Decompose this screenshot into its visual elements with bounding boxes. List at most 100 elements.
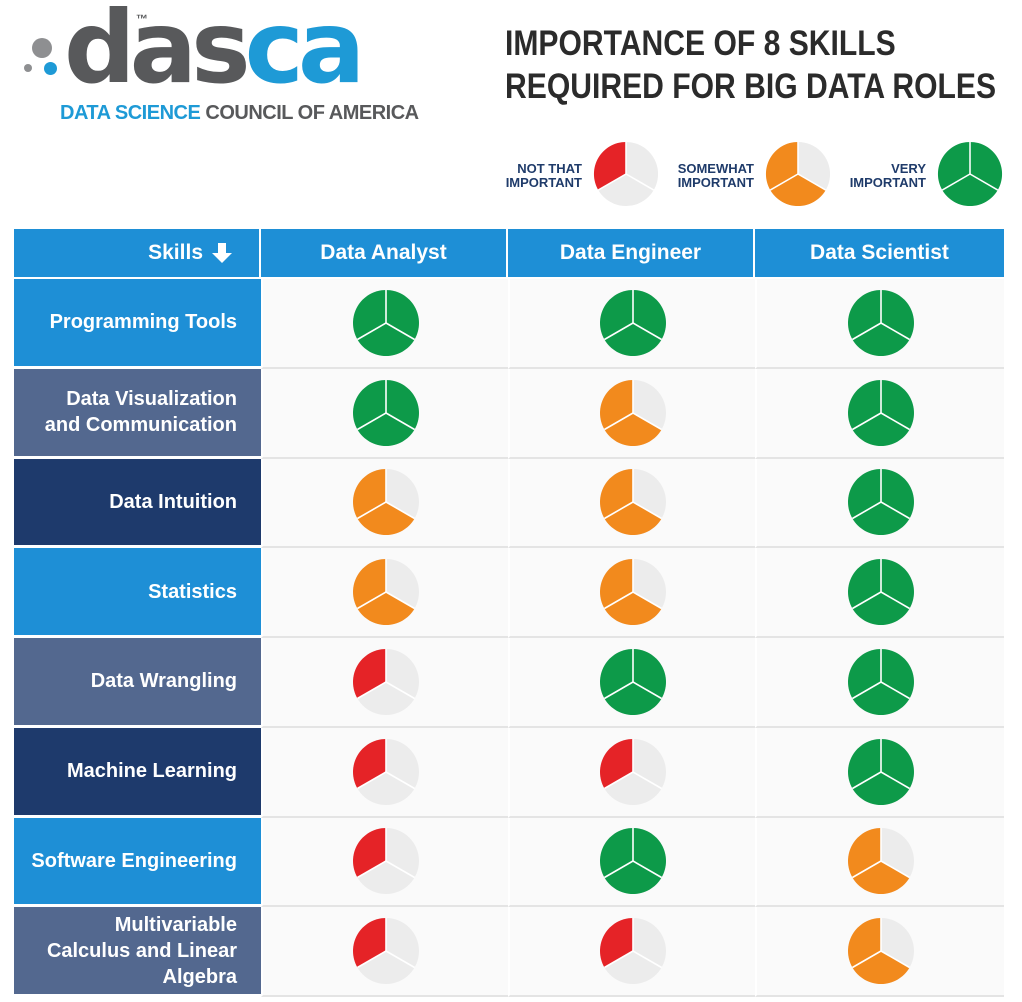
- importance-pie: [599, 738, 666, 805]
- importance-pie: [352, 469, 419, 536]
- pie-divider: [385, 950, 415, 969]
- pie-segment: [851, 592, 910, 626]
- importance-cell: [261, 638, 508, 728]
- pie-divider: [851, 770, 881, 789]
- importance-pie: [599, 559, 666, 626]
- importance-pie: [599, 918, 666, 985]
- legend-label-line-2: IMPORTANT: [677, 175, 754, 190]
- pie-divider: [385, 681, 415, 700]
- pie-divider: [941, 173, 971, 191]
- logo-word-gray: das: [64, 0, 251, 106]
- pie-divider: [625, 173, 655, 191]
- skills-header-label: Skills: [148, 241, 203, 264]
- pie-divider: [880, 591, 910, 610]
- legend-label: VERY IMPORTANT: [850, 162, 926, 190]
- importance-pie: [847, 559, 914, 626]
- pie-divider: [632, 770, 662, 789]
- pie-segment: [851, 951, 910, 985]
- legend-label: NOT THAT IMPORTANT: [506, 162, 582, 190]
- skill-name: Data Visualization and Communication: [44, 388, 237, 437]
- importance-cell: [755, 368, 1004, 459]
- importance-pie: [352, 738, 419, 805]
- importance-pie: [599, 828, 666, 895]
- importance-cell: [261, 817, 508, 908]
- pie-segment: [851, 322, 910, 356]
- pie-divider: [385, 591, 415, 610]
- pie-segment: [851, 771, 910, 805]
- pie-divider: [356, 770, 386, 789]
- importance-cell: [261, 907, 508, 997]
- skill-row-label: Software Engineering: [14, 817, 261, 908]
- importance-cell: [755, 638, 1004, 728]
- pie-divider: [632, 501, 662, 520]
- legend-pie-icon: [765, 141, 831, 207]
- skill-row-label: Data Wrangling: [14, 638, 261, 728]
- pie-segment: [770, 174, 826, 207]
- importance-cell: [755, 817, 1004, 908]
- pie-divider: [880, 681, 910, 700]
- importance-cell: [261, 548, 508, 638]
- skill-name: Data Intuition: [109, 490, 237, 513]
- pie-segment: [603, 412, 662, 446]
- page-title: IMPORTANCE OF 8 SKILLS REQUIRED FOR BIG …: [505, 22, 996, 108]
- arrow-down-icon: [212, 243, 232, 263]
- pie-divider: [880, 950, 910, 969]
- importance-cell: [508, 907, 755, 997]
- pie-divider: [851, 322, 881, 341]
- importance-pie: [847, 469, 914, 536]
- pie-segment: [603, 502, 662, 536]
- pie-divider: [603, 770, 633, 789]
- importance-pie: [847, 289, 914, 356]
- legend-pie-icon: [593, 141, 659, 207]
- pie-segment: [851, 681, 910, 715]
- pie-divider: [385, 411, 415, 430]
- skill-name: Multivariable Calculus and Linear Algebr…: [46, 913, 237, 988]
- importance-pie: [847, 738, 914, 805]
- importance-pie: [599, 379, 666, 446]
- pie-divider: [356, 322, 386, 341]
- pie-divider: [880, 501, 910, 520]
- legend-label: SOMEWHAT IMPORTANT: [678, 162, 754, 190]
- importance-cell: [508, 279, 755, 369]
- pie-divider: [632, 322, 662, 341]
- pie-divider: [385, 501, 415, 520]
- tagline-blue: DATA SCIENCE: [60, 102, 201, 124]
- pie-divider: [880, 860, 910, 879]
- skill-row-label: Statistics: [14, 548, 261, 638]
- importance-cell: [755, 727, 1004, 818]
- trademark-symbol: ™: [136, 12, 148, 26]
- pie-divider: [969, 173, 999, 191]
- pie-divider: [603, 681, 633, 700]
- importance-pie: [847, 918, 914, 985]
- pie-segment: [851, 861, 910, 895]
- importance-cell: [755, 279, 1004, 369]
- legend-label-line-1: VERY: [891, 161, 926, 176]
- pie-divider: [851, 501, 881, 520]
- pie-divider: [632, 681, 662, 700]
- logo-dot-large: [32, 38, 52, 58]
- skills-column-header: Skills: [14, 229, 261, 279]
- importance-pie: [352, 918, 419, 985]
- pie-divider: [851, 860, 881, 879]
- pie-divider: [356, 591, 386, 610]
- pie-divider: [632, 860, 662, 879]
- importance-cell: [508, 368, 755, 459]
- importance-pie: [352, 648, 419, 715]
- importance-pie: [352, 379, 419, 446]
- pie-divider: [603, 322, 633, 341]
- logo-word-blue: ca: [244, 0, 366, 106]
- logo-dot-medium: [44, 62, 57, 75]
- skill-name: Statistics: [148, 580, 237, 603]
- pie-divider: [603, 860, 633, 879]
- legend-pie-icon: [937, 141, 1003, 207]
- pie-segment: [851, 502, 910, 536]
- pie-divider: [356, 501, 386, 520]
- pie-segment: [603, 681, 662, 715]
- importance-cell: [261, 727, 508, 818]
- pie-divider: [769, 173, 799, 191]
- importance-pie: [847, 828, 914, 895]
- column-header-data-scientist: Data Scientist: [755, 229, 1004, 279]
- skill-row-label: Data Intuition: [14, 458, 261, 549]
- importance-cell: [755, 548, 1004, 638]
- pie-divider: [603, 411, 633, 430]
